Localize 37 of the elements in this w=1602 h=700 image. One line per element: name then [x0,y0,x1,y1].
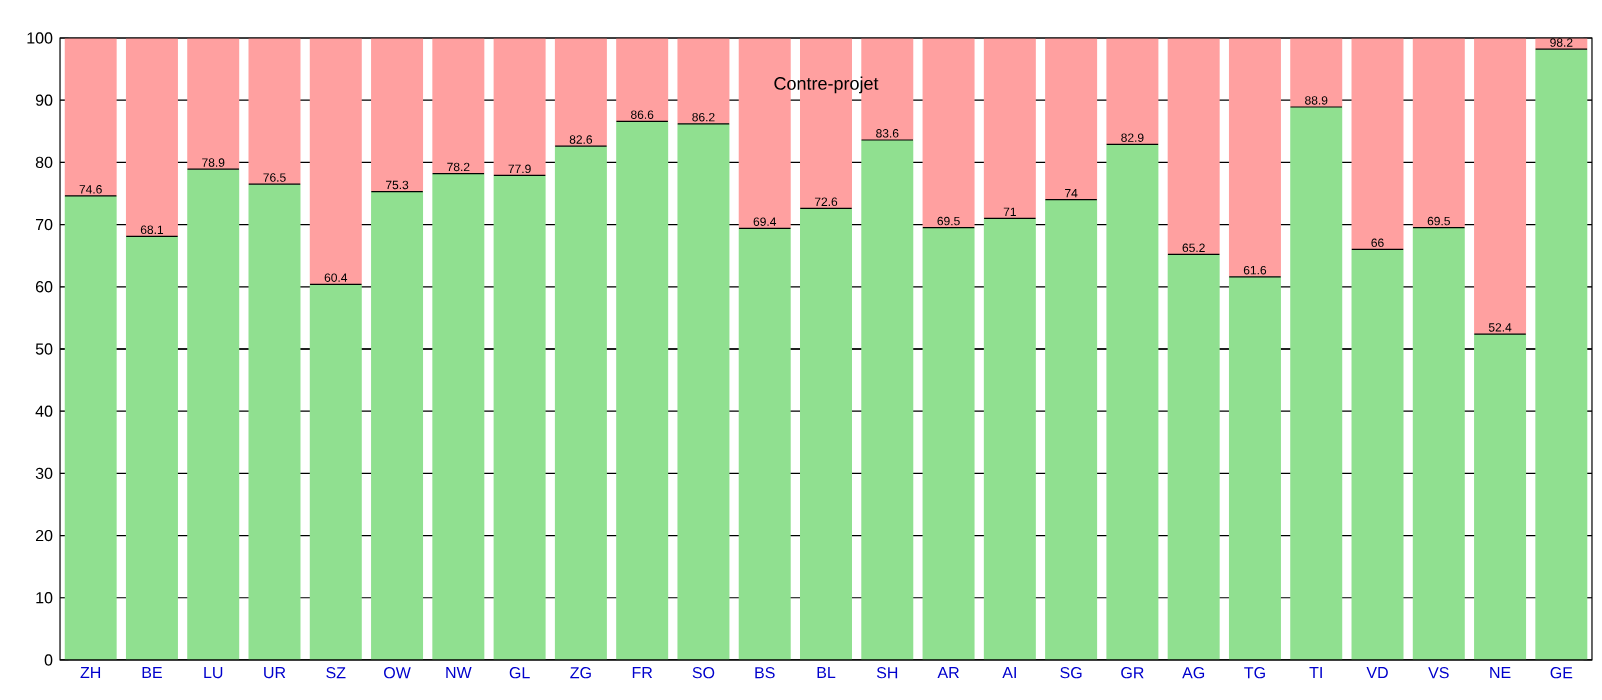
y-tick-label: 60 [35,281,53,293]
x-tick-label: GE [1550,667,1573,679]
x-tick-label: NE [1490,667,1511,679]
x-tick-label: SG [1060,667,1082,679]
x-tick-label: AR [937,667,959,679]
y-tick-label: 40 [35,405,53,417]
x-tick-label: VS [1428,667,1449,679]
x-tick-label: NW [446,667,472,679]
x-tick-label: GL [509,667,530,679]
x-tick-label: BS [755,667,775,679]
y-tick-label: 80 [35,156,53,169]
x-tick-label: SH [876,667,898,679]
y-tick-label: 90 [35,94,53,106]
x-tick-label: OW [384,667,411,679]
x-tick-label: BL [817,667,836,679]
y-tick-label: 100 [27,32,53,44]
x-tick-label: ZG [570,667,591,679]
x-tick-label: AG [1182,667,1205,679]
x-tick-label: LU [204,667,223,679]
y-tick-label: 70 [35,218,53,231]
x-tick-label: VD [1366,667,1388,679]
x-tick-label: FR [632,667,653,679]
x-tick-label: BE [142,667,162,679]
x-tick-label: UR [264,667,286,679]
x-tick-label: SZ [326,667,346,679]
x-tick-label: ZH [80,667,101,679]
x-tick-label: GR [1121,667,1144,679]
x-tick-label: TI [1309,667,1322,679]
text: Contre-projet [774,76,879,94]
y-tick-label: 0 [44,654,53,666]
y-tick-label: 20 [35,529,53,542]
y-tick-label: 10 [36,592,53,604]
y-tick-label: 30 [35,467,53,480]
x-tick-label: TG [1244,667,1265,679]
x-tick-label: SO [692,667,715,679]
y-tick-label: 50 [35,343,53,355]
x-tick-label: AI [1002,667,1016,679]
